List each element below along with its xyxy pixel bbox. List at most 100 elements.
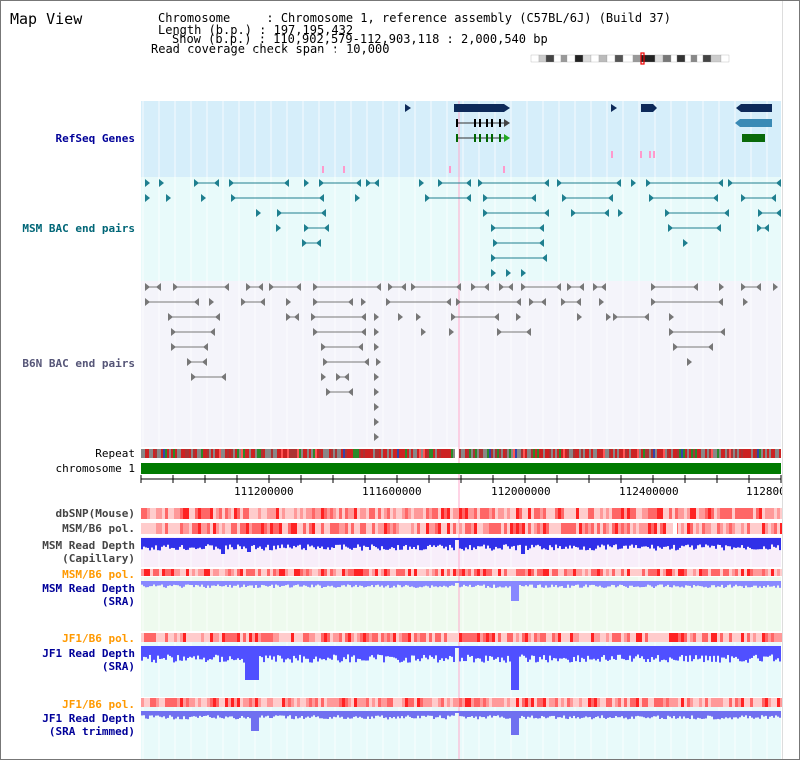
bac-end bbox=[166, 194, 171, 202]
bac-end bbox=[215, 313, 220, 321]
polymorphism-cell bbox=[708, 698, 711, 707]
bac-end bbox=[344, 373, 349, 381]
label-msm-depth-sra[interactable]: MSM Read Depth bbox=[42, 582, 135, 595]
depth-bar bbox=[331, 538, 333, 548]
depth-bar bbox=[151, 711, 153, 716]
label-jf1-b6-pol-2[interactable]: JF1/B6 pol. bbox=[62, 698, 135, 711]
polymorphism-cell bbox=[276, 698, 279, 707]
label-msm-bac[interactable]: MSM BAC end pairs bbox=[22, 222, 135, 235]
label-jf1-depth-trim[interactable]: JF1 Read Depth bbox=[42, 712, 135, 725]
depth-bar bbox=[289, 581, 291, 588]
polymorphism-cell bbox=[249, 633, 252, 642]
label-msm-b6-pol-1[interactable]: MSM/B6 pol. bbox=[62, 522, 135, 535]
depth-bar bbox=[151, 538, 153, 548]
polymorphism-cell bbox=[570, 523, 573, 534]
repeat-element bbox=[717, 449, 719, 458]
polymorphism-cell bbox=[732, 633, 735, 642]
label-dbsnp[interactable]: dbSNP(Mouse) bbox=[55, 507, 135, 520]
polymorphism-cell bbox=[540, 508, 543, 519]
bac-end bbox=[720, 328, 725, 336]
depth-bar bbox=[203, 538, 205, 549]
polymorphism-cell bbox=[636, 508, 639, 519]
depth-bar bbox=[175, 581, 177, 586]
depth-bar bbox=[303, 646, 305, 657]
polymorphism-cell bbox=[516, 633, 519, 642]
depth-bar bbox=[493, 711, 495, 716]
polymorphism-cell bbox=[723, 698, 726, 707]
polymorphism-cell bbox=[450, 508, 453, 519]
polymorphism-cell bbox=[342, 508, 345, 519]
polymorphism-cell bbox=[765, 569, 768, 576]
depth-bar bbox=[527, 646, 529, 662]
depth-bar bbox=[761, 581, 763, 588]
label-b6n-bac[interactable]: B6N BAC end pairs bbox=[22, 357, 135, 370]
polymorphism-cell bbox=[444, 569, 447, 576]
label-jf1-depth-sra[interactable]: JF1 Read Depth bbox=[42, 647, 135, 660]
polymorphism-cell bbox=[657, 633, 660, 642]
depth-bar bbox=[679, 538, 681, 548]
depth-bar bbox=[291, 581, 293, 588]
depth-bar bbox=[147, 711, 149, 719]
depth-bar bbox=[725, 711, 727, 718]
depth-bar bbox=[233, 711, 235, 719]
depth-bar bbox=[665, 538, 667, 547]
depth-bar bbox=[159, 711, 161, 717]
polymorphism-cell bbox=[780, 523, 783, 534]
polymorphism-cell bbox=[564, 633, 567, 642]
repeat-element bbox=[577, 449, 579, 458]
depth-bar bbox=[651, 581, 653, 587]
depth-bar bbox=[391, 538, 393, 548]
depth-bar bbox=[769, 538, 771, 550]
polymorphism-cell bbox=[438, 633, 441, 642]
label-msm-depth-cap[interactable]: MSM Read Depth bbox=[42, 539, 135, 552]
polymorphism-cell bbox=[216, 523, 219, 534]
depth-bar bbox=[617, 581, 619, 587]
polymorphism-cell bbox=[237, 523, 240, 534]
polymorphism-cell bbox=[183, 633, 186, 642]
depth-bar bbox=[633, 646, 635, 659]
depth-bar bbox=[755, 581, 757, 586]
depth-bar bbox=[343, 538, 345, 545]
depth-bar bbox=[491, 538, 493, 551]
depth-bar bbox=[709, 538, 711, 548]
depth-bar bbox=[733, 581, 735, 587]
repeat-element bbox=[283, 449, 285, 458]
depth-bar bbox=[533, 711, 535, 719]
depth-bar bbox=[745, 711, 747, 716]
polymorphism-cell bbox=[381, 698, 384, 707]
depth-bar bbox=[573, 581, 575, 586]
polymorphism-cell bbox=[570, 569, 573, 576]
depth-bar bbox=[763, 711, 765, 717]
depth-bar bbox=[433, 646, 435, 659]
polymorphism-cell bbox=[426, 569, 429, 576]
label-repeat: Repeat bbox=[95, 447, 135, 460]
label-refseq-genes[interactable]: RefSeq Genes bbox=[55, 132, 135, 145]
label-msm-b6-pol-2[interactable]: MSM/B6 pol. bbox=[62, 568, 135, 581]
depth-bar bbox=[519, 711, 521, 719]
depth-bar bbox=[339, 711, 341, 718]
depth-bar bbox=[345, 538, 347, 547]
polymorphism-cell bbox=[567, 633, 570, 642]
depth-bar bbox=[659, 538, 661, 548]
polymorphism-cell bbox=[765, 523, 768, 534]
polymorphism-cell bbox=[192, 698, 195, 707]
polymorphism-cell bbox=[288, 508, 291, 519]
polymorphism-cell bbox=[399, 523, 402, 534]
depth-bar bbox=[745, 538, 747, 550]
depth-bar bbox=[395, 581, 397, 588]
label-jf1-b6-pol-1[interactable]: JF1/B6 pol. bbox=[62, 632, 135, 645]
polymorphism-cell bbox=[327, 508, 330, 519]
depth-bar bbox=[393, 646, 395, 658]
bac-end bbox=[718, 179, 723, 187]
bac-end bbox=[497, 328, 502, 336]
polymorphism-cell bbox=[267, 633, 270, 642]
depth-bar bbox=[529, 711, 531, 718]
bac-end bbox=[651, 283, 656, 291]
polymorphism-cell bbox=[357, 698, 360, 707]
polymorphism-cell bbox=[255, 633, 258, 642]
repeat-element bbox=[203, 449, 205, 458]
polymorphism-cell bbox=[480, 523, 483, 534]
polymorphism-cell bbox=[546, 508, 549, 519]
vertical-scrollbar[interactable] bbox=[782, 1, 799, 759]
